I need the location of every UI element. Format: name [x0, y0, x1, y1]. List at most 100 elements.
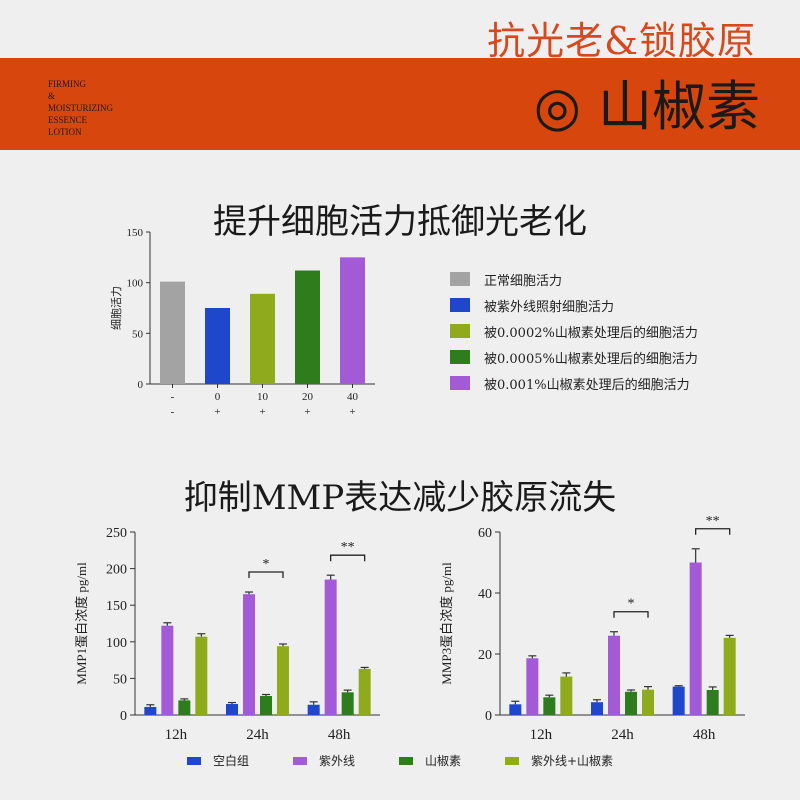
bar [509, 704, 522, 715]
y-axis-label: MMP3蛋白浓度 pg/ml [439, 562, 454, 685]
significance-label: * [263, 557, 270, 572]
band-small-line: & [48, 91, 56, 101]
bar [341, 692, 354, 715]
x-tick-label: - [171, 391, 175, 403]
legend-label: 紫外线+山椒素 [530, 754, 614, 768]
bar [195, 636, 208, 715]
legend-swatch [292, 756, 307, 765]
bar [260, 695, 272, 715]
x-tick-label: 24h [611, 727, 634, 743]
legend-item: 正常细胞活力 [450, 266, 698, 292]
x-tick-label: 48h [328, 727, 351, 743]
cell-viability-chart: 0 50 100 150 细胞活力 - - 0 +10 +20 +40 + [110, 227, 375, 418]
significance-label: * [628, 597, 635, 612]
y-tick-label: 150 [106, 599, 127, 614]
legend-item: 紫外线 [292, 752, 355, 769]
legend-item: 紫外线+山椒素 [504, 752, 614, 769]
legend-label: 被0.0002%山椒素处理后的细胞活力 [484, 325, 698, 341]
bar [340, 257, 365, 384]
bar [324, 579, 337, 715]
section2-title: 抑制MMP表达减少胶原流失 [183, 478, 617, 518]
x-tick-label: 48h [693, 727, 716, 743]
bar [277, 646, 289, 715]
bar [161, 625, 174, 715]
significance-bracket [613, 611, 649, 618]
bar [295, 270, 320, 384]
bar [243, 594, 255, 715]
x-tick-label: 10 [257, 391, 269, 403]
y-tick-label: 60 [478, 526, 492, 541]
bar [723, 637, 736, 715]
chart1-legend: 正常细胞活力 被紫外线照射细胞活力 被0.0002%山椒素处理后的细胞活力 被0… [450, 266, 698, 396]
mmp3-chart: 0 20 40 60 MMP3蛋白浓度 pg/ml 12h 24h * 48h ** [439, 515, 745, 743]
x-tick-label: 0 [215, 391, 221, 403]
bar [706, 689, 719, 715]
band-small-line: LOTION [48, 127, 82, 137]
y-tick-label: 50 [113, 672, 127, 687]
legend-label: 山椒素 [424, 754, 461, 768]
x-tick-label: 40 [347, 391, 359, 403]
bar [672, 686, 685, 715]
x-tick-label: 12h [165, 727, 188, 743]
legend-swatch [398, 756, 413, 765]
y-tick-label: 100 [127, 278, 144, 290]
y-tick-label: 50 [132, 328, 144, 340]
y-axis-label: 细胞活力 [110, 286, 123, 330]
legend-label: 正常细胞活力 [484, 273, 563, 289]
bar [178, 700, 191, 715]
y-tick-label: 0 [120, 709, 127, 724]
significance-label: ** [341, 540, 355, 555]
x-tick-label: + [259, 406, 265, 418]
legend-swatch [504, 756, 519, 765]
y-axis-label: MMP1蛋白浓度 pg/ml [74, 562, 89, 685]
legend-label: 被0.0005%山椒素处理后的细胞活力 [484, 351, 698, 367]
bar [205, 308, 230, 384]
bar [226, 704, 238, 715]
bar [526, 658, 539, 715]
band-small-text: FIRMING & MOISTURIZING ESSENCE LOTION [48, 78, 168, 138]
bar [160, 281, 185, 384]
band-main-title: ◎ 山椒素 [533, 75, 760, 138]
legend-swatch [450, 350, 470, 364]
legend-label: 被0.001%山椒素处理后的细胞活力 [484, 377, 690, 393]
legend-label: 空白组 [212, 754, 249, 768]
y-tick-label: 100 [106, 636, 127, 651]
y-tick-label: 0 [138, 379, 144, 391]
bar [543, 697, 556, 715]
y-tick-label: 250 [106, 526, 127, 541]
legend-item: 被0.001%山椒素处理后的细胞活力 [450, 370, 698, 396]
legend-item: 被0.0002%山椒素处理后的细胞活力 [450, 318, 698, 344]
legend-item: 空白组 [186, 752, 249, 769]
top-title: 抗光老&锁胶原 [487, 19, 756, 63]
significance-bracket [330, 554, 366, 562]
bar [591, 702, 603, 715]
bar [560, 676, 573, 715]
legend-label: 紫外线 [318, 754, 355, 768]
x-tick-label: 24h [246, 727, 269, 743]
legend-swatch [186, 756, 201, 765]
bar [358, 668, 371, 715]
x-tick-label: + [304, 406, 310, 418]
section1-title: 提升细胞活力抵御光老化 [213, 202, 587, 242]
bar [608, 635, 620, 715]
y-tick-label: 0 [485, 709, 492, 724]
band-small-line: MOISTURIZING [48, 103, 113, 113]
band-small-line: FIRMING [48, 79, 87, 89]
bar [250, 293, 275, 384]
x-tick-label: 20 [302, 391, 314, 403]
y-tick-label: 150 [127, 227, 144, 239]
band-small-line: ESSENCE [48, 115, 88, 125]
header-band [0, 58, 800, 150]
x-tick-label: + [214, 406, 220, 418]
legend-swatch [450, 272, 470, 286]
x-tick-label: - [171, 406, 175, 418]
legend-item: 被0.0005%山椒素处理后的细胞活力 [450, 344, 698, 370]
y-tick-label: 20 [478, 648, 492, 663]
y-tick-label: 40 [478, 587, 492, 602]
bar [642, 689, 654, 715]
legend-item: 山椒素 [398, 752, 461, 769]
y-tick-label: 200 [106, 563, 127, 578]
legend-swatch [450, 376, 470, 390]
bar [625, 691, 637, 715]
x-tick-label: + [349, 406, 355, 418]
